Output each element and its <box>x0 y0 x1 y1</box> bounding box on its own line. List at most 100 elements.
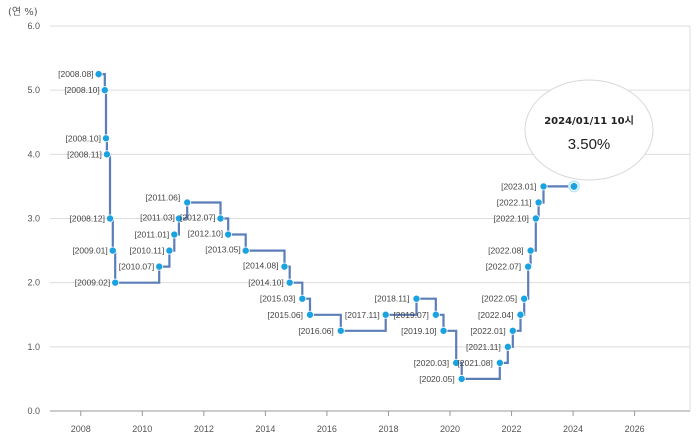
data-point[interactable] <box>381 310 390 319</box>
data-point-label: [2012.07] <box>180 213 215 223</box>
tooltip-date: 2024/01/11 10시 <box>544 115 634 127</box>
tooltip-value: 3.50% <box>568 136 611 153</box>
series-line <box>98 73 574 380</box>
data-point-label: [2022.11] <box>497 197 532 207</box>
axis-layer: 0.0 1.0 2.0 3.0 4.0 5.0 6.0 2008 2010 2012 2014 201… <box>27 21 690 434</box>
data-point[interactable] <box>108 246 117 255</box>
data-point-label: [2022.10] <box>493 214 528 224</box>
y-tick-label: 6.0 <box>27 21 40 31</box>
data-point[interactable] <box>106 214 115 223</box>
tooltip-bubble <box>524 79 654 181</box>
x-tick-label: 2014 <box>255 424 275 434</box>
data-point-label: [2009.02] <box>75 278 110 288</box>
data-point[interactable] <box>94 70 103 79</box>
data-point-label: [2021.11] <box>466 342 501 352</box>
data-point[interactable] <box>526 246 535 255</box>
data-point[interactable] <box>508 326 517 335</box>
data-point[interactable] <box>531 214 540 223</box>
data-point-label: [2023.01] <box>501 181 536 191</box>
y-tick-label: 0.0 <box>27 406 40 416</box>
data-point-label: [2009.01] <box>72 246 107 256</box>
x-tick-label: 2008 <box>71 424 91 434</box>
data-point[interactable] <box>216 214 225 223</box>
x-tick-label: 2016 <box>317 424 337 434</box>
data-point[interactable] <box>305 310 314 319</box>
data-point-label: [2014.08] <box>243 261 278 271</box>
data-point[interactable] <box>174 214 183 223</box>
data-point[interactable] <box>516 310 525 319</box>
x-tick-label: 2022 <box>502 424 522 434</box>
data-point-label: [2021.08] <box>457 358 492 368</box>
x-tick-label: 2020 <box>440 424 460 434</box>
data-point[interactable] <box>495 358 504 367</box>
data-point-label: [2011.03] <box>140 213 175 223</box>
data-point-label: [2022.07] <box>486 262 521 272</box>
data-point-label: [2010.07] <box>119 262 154 272</box>
data-point-label: [2020.03] <box>414 358 449 368</box>
data-point[interactable] <box>102 134 111 143</box>
y-tick-label: 1.0 <box>27 342 40 352</box>
y-unit-label: (연 %) <box>8 6 38 18</box>
data-point[interactable] <box>183 198 192 207</box>
data-point[interactable] <box>534 198 543 207</box>
data-point-label: [2008.10] <box>66 133 101 143</box>
data-point-label: [2008.08] <box>58 69 93 79</box>
label-layer: [2008.08] [2008.10] [2008.10] [2008.11] [200… <box>58 69 536 384</box>
data-point[interactable] <box>520 294 529 303</box>
data-point[interactable] <box>285 278 294 287</box>
data-point-label: [2011.01] <box>134 230 169 240</box>
data-point-label: [2015.03] <box>260 294 295 304</box>
data-point[interactable] <box>100 86 109 95</box>
current-point[interactable] <box>569 181 579 191</box>
data-point-label: [2019.07] <box>393 310 428 320</box>
data-point-label: [2014.10] <box>248 278 283 288</box>
data-point[interactable] <box>170 230 179 239</box>
data-point[interactable] <box>439 326 448 335</box>
x-tick-label: 2018 <box>378 424 398 434</box>
y-tick-label: 3.0 <box>27 214 40 224</box>
data-point[interactable] <box>155 262 164 271</box>
data-point[interactable] <box>503 342 512 351</box>
y-tick-label: 4.0 <box>27 149 40 159</box>
x-tick-label: 2024 <box>563 424 583 434</box>
data-point-label: [2008.11] <box>67 149 102 159</box>
data-point-label: [2022.01] <box>470 326 505 336</box>
data-point[interactable] <box>102 150 111 159</box>
x-tick-label: 2026 <box>625 424 645 434</box>
data-point-label: [2008.10] <box>64 85 99 95</box>
data-point[interactable] <box>241 246 250 255</box>
line-layer <box>98 73 574 380</box>
data-point-label: [2017.11] <box>345 310 380 320</box>
x-tick-label: 2012 <box>194 424 214 434</box>
point-layer[interactable] <box>94 70 580 383</box>
data-point-label: [2022.04] <box>478 310 513 320</box>
data-point[interactable] <box>457 374 466 383</box>
data-point[interactable] <box>336 326 345 335</box>
data-point-label: [2010.11] <box>130 246 165 256</box>
data-point-label: [2013.05] <box>205 245 240 255</box>
data-point[interactable] <box>539 182 548 191</box>
data-point[interactable] <box>280 262 289 271</box>
data-point[interactable] <box>165 246 174 255</box>
data-point-label: [2016.06] <box>298 326 333 336</box>
data-point[interactable] <box>412 294 421 303</box>
data-point-label: [2019.10] <box>401 326 436 336</box>
data-point-label: [2022.08] <box>488 246 523 256</box>
data-point-label: [2018.11] <box>375 294 410 304</box>
data-point[interactable] <box>111 278 120 287</box>
data-point-label: [2008.12] <box>70 214 105 224</box>
tooltip: 2024/01/11 10시 3.50% <box>524 79 654 181</box>
data-point[interactable] <box>431 310 440 319</box>
data-point[interactable] <box>452 358 461 367</box>
data-point-label: [2022.05] <box>482 294 517 304</box>
data-point[interactable] <box>524 262 533 271</box>
data-point[interactable] <box>298 294 307 303</box>
x-tick-label: 2010 <box>132 424 152 434</box>
data-point-label: [2020.05] <box>419 374 454 384</box>
y-tick-label: 5.0 <box>27 85 40 95</box>
y-tick-label: 2.0 <box>27 278 40 288</box>
data-point-label: [2015.06] <box>268 310 303 320</box>
data-point[interactable] <box>224 230 233 239</box>
